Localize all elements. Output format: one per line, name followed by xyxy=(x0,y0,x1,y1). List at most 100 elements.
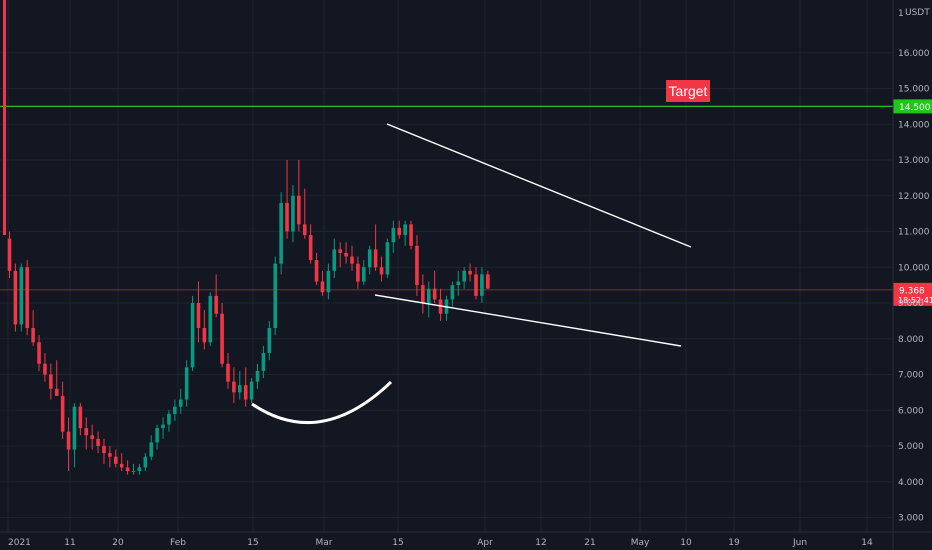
candle-body xyxy=(480,274,484,296)
y-tick-label: 5.000 xyxy=(898,442,924,452)
candle xyxy=(379,256,384,282)
candle xyxy=(480,267,484,303)
x-tick-label: 11 xyxy=(64,538,75,548)
candle xyxy=(78,403,83,436)
drawing-annotations xyxy=(251,123,692,425)
x-tick-label: 20 xyxy=(112,538,124,548)
candle xyxy=(214,274,218,318)
candle-body xyxy=(60,395,65,432)
candle-body xyxy=(243,385,248,400)
y-tick-label: 16.000 xyxy=(898,49,930,59)
candle-body xyxy=(350,256,354,264)
candle xyxy=(167,410,171,432)
candle xyxy=(350,245,354,271)
candle-body xyxy=(391,227,396,243)
x-tick-label: Jun xyxy=(792,538,807,548)
lower-trendline xyxy=(374,294,682,347)
candle xyxy=(273,256,278,336)
candle-body xyxy=(291,195,295,232)
candle-body xyxy=(273,263,278,329)
candle-body xyxy=(84,428,89,436)
candle-body xyxy=(314,260,319,282)
candle xyxy=(308,224,313,264)
candle xyxy=(474,267,478,300)
candle xyxy=(131,463,136,475)
candle xyxy=(285,160,289,239)
candle-body xyxy=(362,267,366,282)
x-tick-label: 14 xyxy=(861,538,873,548)
candle xyxy=(338,242,342,268)
candle xyxy=(261,345,266,379)
candle-body xyxy=(72,406,77,450)
y-tick-label: 8.000 xyxy=(898,335,924,345)
candle xyxy=(362,260,366,286)
candle xyxy=(255,363,260,389)
candle xyxy=(49,363,53,400)
candle xyxy=(403,220,407,246)
x-tick-label: 21 xyxy=(584,538,595,548)
candle xyxy=(332,238,337,278)
candle xyxy=(125,460,130,475)
candle xyxy=(25,260,30,336)
candle-body xyxy=(202,328,207,343)
candle-body xyxy=(184,367,189,400)
candle xyxy=(391,220,396,253)
candle xyxy=(66,417,71,472)
candle-body xyxy=(379,267,384,275)
x-tick-label: 10 xyxy=(680,538,692,548)
candle-body xyxy=(208,295,213,343)
candle-body xyxy=(415,245,419,286)
y-tick-label: 12.000 xyxy=(898,192,930,202)
candle-body xyxy=(226,363,230,382)
candle xyxy=(113,449,118,468)
candle xyxy=(208,292,213,346)
candle xyxy=(249,378,254,404)
candle-body xyxy=(356,263,360,282)
candle xyxy=(356,256,360,289)
y-tick-label: 9.000 xyxy=(898,299,924,309)
candle xyxy=(302,188,307,239)
candle-body xyxy=(196,303,201,329)
candle xyxy=(326,263,331,300)
candle xyxy=(456,270,461,296)
candle-body xyxy=(137,467,142,472)
candle-body xyxy=(54,388,59,396)
candle-body xyxy=(37,342,41,364)
upper-trendline xyxy=(386,123,692,248)
candle-body xyxy=(13,270,18,325)
candle xyxy=(149,435,154,461)
candle xyxy=(320,270,325,296)
candle-body xyxy=(308,235,313,261)
candle-body xyxy=(456,281,461,286)
candle xyxy=(184,360,189,407)
candle xyxy=(314,252,319,286)
x-tick-label: 15 xyxy=(392,538,403,548)
candle-body xyxy=(232,381,236,393)
y-tick-label: 13.000 xyxy=(898,156,930,166)
candle xyxy=(202,310,207,350)
candle xyxy=(90,424,94,450)
candle xyxy=(7,231,12,278)
y-tick-label: 7.000 xyxy=(898,371,924,381)
candle xyxy=(232,367,236,404)
candle xyxy=(96,431,100,454)
currency-label: USDT xyxy=(905,8,930,18)
candle xyxy=(267,320,272,361)
candle-body xyxy=(338,249,342,253)
candle-body xyxy=(113,456,118,464)
y-axis: USDT 1 3.000 4.000 5.000 6.000 7.000 8.000 9.0… xyxy=(892,0,930,550)
candle xyxy=(415,235,419,296)
candle xyxy=(155,424,159,450)
candle-body xyxy=(78,406,83,429)
candle-body xyxy=(421,285,425,303)
candle-body xyxy=(486,274,490,289)
candle xyxy=(444,295,449,321)
x-tick-label: 15 xyxy=(247,538,258,548)
target-axis-label: 14.500 xyxy=(899,103,931,113)
candle xyxy=(226,353,230,389)
candle xyxy=(297,160,301,232)
candle-body xyxy=(450,285,455,300)
candle-body xyxy=(96,438,100,446)
